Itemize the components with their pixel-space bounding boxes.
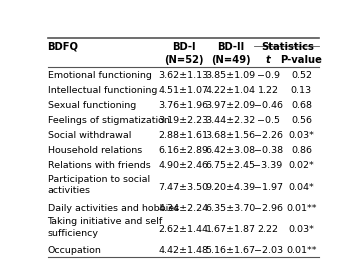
- Text: −2.96: −2.96: [253, 204, 282, 213]
- Text: 2.88±1.61: 2.88±1.61: [159, 131, 208, 140]
- Text: −0.38: −0.38: [253, 146, 283, 155]
- Text: 6.42±3.08: 6.42±3.08: [205, 146, 256, 155]
- Text: Emotional functioning: Emotional functioning: [48, 70, 151, 79]
- Text: 6.16±2.89: 6.16±2.89: [159, 146, 208, 155]
- Text: (N=49): (N=49): [211, 55, 251, 65]
- Text: 4.90±2.46: 4.90±2.46: [159, 161, 208, 170]
- Text: 4.34±2.24: 4.34±2.24: [158, 204, 209, 213]
- Text: 6.35±3.70: 6.35±3.70: [205, 204, 256, 213]
- Text: Social withdrawal: Social withdrawal: [48, 131, 131, 140]
- Text: 2.22: 2.22: [258, 225, 279, 234]
- Text: 0.56: 0.56: [291, 116, 312, 125]
- Text: −0.9: −0.9: [257, 70, 280, 79]
- Text: 2.62±1.44: 2.62±1.44: [159, 225, 208, 234]
- Text: 4.51±1.07: 4.51±1.07: [159, 86, 208, 95]
- Text: 4.22±1.04: 4.22±1.04: [205, 86, 256, 95]
- Text: 5.16±1.67: 5.16±1.67: [205, 246, 256, 255]
- Text: 6.75±2.45: 6.75±2.45: [205, 161, 256, 170]
- Text: 3.44±2.32: 3.44±2.32: [205, 116, 256, 125]
- Text: 0.04*: 0.04*: [289, 183, 314, 192]
- Text: −1.97: −1.97: [253, 183, 282, 192]
- Text: 1.67±1.87: 1.67±1.87: [205, 225, 256, 234]
- Text: Feelings of stigmatization: Feelings of stigmatization: [48, 116, 169, 125]
- Text: BDFQ: BDFQ: [48, 41, 78, 51]
- Text: Taking initiative and self
sufficiency: Taking initiative and self sufficiency: [48, 217, 163, 238]
- Text: −0.46: −0.46: [253, 101, 282, 110]
- Text: Participation to social
activities: Participation to social activities: [48, 175, 150, 195]
- Text: 3.68±1.56: 3.68±1.56: [205, 131, 256, 140]
- Text: 0.13: 0.13: [291, 86, 312, 95]
- Text: 9.20±4.39: 9.20±4.39: [205, 183, 256, 192]
- Text: P-value: P-value: [280, 55, 322, 65]
- Text: Relations with friends: Relations with friends: [48, 161, 150, 170]
- Text: 7.47±3.50: 7.47±3.50: [158, 183, 209, 192]
- Text: Statistics: Statistics: [261, 42, 314, 52]
- Text: Occupation: Occupation: [48, 246, 101, 255]
- Text: 0.68: 0.68: [291, 101, 312, 110]
- Text: −2.03: −2.03: [253, 246, 283, 255]
- Text: 0.01**: 0.01**: [286, 246, 316, 255]
- Text: Daily activities and hobbies: Daily activities and hobbies: [48, 204, 179, 213]
- Text: 3.85±1.09: 3.85±1.09: [205, 70, 256, 79]
- Text: −3.39: −3.39: [253, 161, 283, 170]
- Text: 0.03*: 0.03*: [289, 225, 314, 234]
- Text: Intellectual functioning: Intellectual functioning: [48, 86, 157, 95]
- Text: 3.76±1.96: 3.76±1.96: [158, 101, 209, 110]
- Text: 4.42±1.48: 4.42±1.48: [159, 246, 208, 255]
- Text: 3.62±1.13: 3.62±1.13: [158, 70, 209, 79]
- Text: 0.03*: 0.03*: [289, 131, 314, 140]
- Text: 3.97±2.09: 3.97±2.09: [205, 101, 256, 110]
- Text: 0.52: 0.52: [291, 70, 312, 79]
- Text: BD-I: BD-I: [172, 42, 195, 52]
- Text: 0.01**: 0.01**: [286, 204, 316, 213]
- Text: −2.26: −2.26: [253, 131, 282, 140]
- Text: (N=52): (N=52): [164, 55, 203, 65]
- Text: 0.86: 0.86: [291, 146, 312, 155]
- Text: BD-II: BD-II: [217, 42, 244, 52]
- Text: Household relations: Household relations: [48, 146, 142, 155]
- Text: 1.22: 1.22: [258, 86, 279, 95]
- Text: 3.19±2.23: 3.19±2.23: [158, 116, 209, 125]
- Text: Sexual functioning: Sexual functioning: [48, 101, 136, 110]
- Text: 0.02*: 0.02*: [289, 161, 314, 170]
- Text: −0.5: −0.5: [257, 116, 280, 125]
- Text: t: t: [266, 55, 271, 65]
